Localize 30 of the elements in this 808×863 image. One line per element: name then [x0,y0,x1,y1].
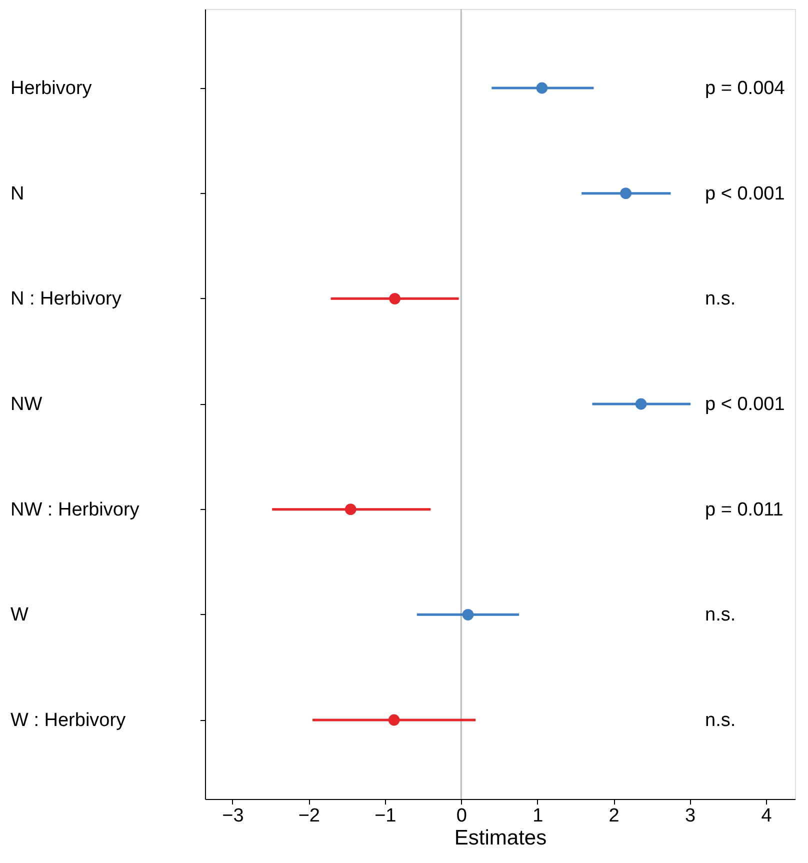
point [389,292,401,304]
point [536,82,548,94]
x-tick-label: −3 [222,806,244,826]
point [344,504,356,516]
x-tick-label: 3 [685,806,696,826]
y-tick-label: Herbivory [10,78,92,99]
annotation: n.s. [705,288,736,310]
x-tick-label: −1 [374,806,396,826]
x-tick-label: 1 [532,806,544,826]
point [620,188,632,200]
x-axis-title: Estimates [454,826,547,850]
annotation: p < 0.001 [705,394,785,415]
y-tick-label: N [10,183,24,204]
y-tick-label: NW [10,394,42,415]
y-tick-label: W : Herbivory [10,710,126,731]
annotation: n.s. [705,710,736,731]
x-tick-label: 0 [456,806,467,826]
annotation: n.s. [705,604,736,626]
point [635,398,647,410]
y-tick-label: NW : Herbivory [10,499,140,520]
x-tick-label: −2 [298,806,320,826]
annotation: p < 0.001 [705,183,785,204]
annotation: p = 0.011 [705,499,784,520]
x-tick-label: 4 [761,806,772,826]
y-tick-label: W [10,604,28,626]
y-tick-label: N : Herbivory [10,288,122,310]
point [462,608,474,620]
x-tick-label: 2 [608,806,620,826]
point [388,714,400,726]
annotation: p = 0.004 [705,78,786,99]
